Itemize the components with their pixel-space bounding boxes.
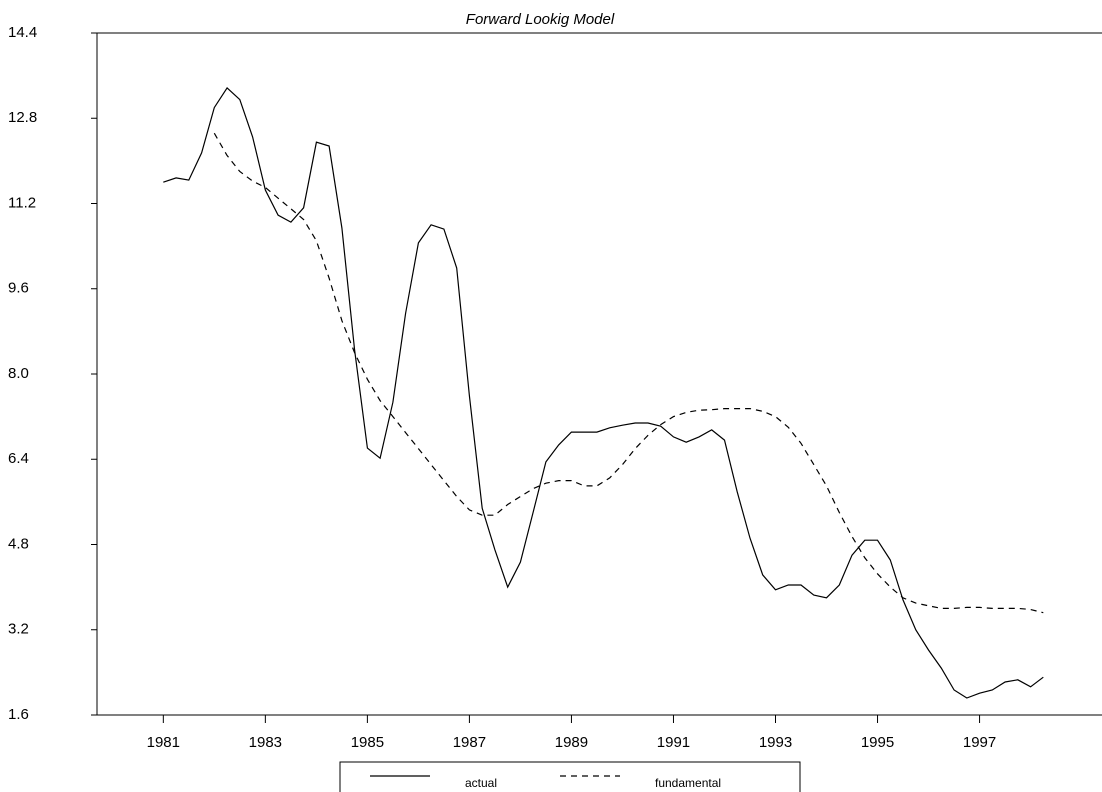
y-tick-label: 1.6 xyxy=(8,706,29,723)
chart-title: Forward Lookig Model xyxy=(466,11,615,28)
legend-box xyxy=(339,761,801,792)
x-tick-label: 1985 xyxy=(351,734,384,751)
y-tick-label: 12.8 xyxy=(8,109,37,126)
x-tick-label: 1997 xyxy=(963,734,996,751)
y-tick-label: 8.0 xyxy=(8,365,29,382)
x-tick-label: 1991 xyxy=(657,734,690,751)
legend-label: actual xyxy=(465,776,497,790)
y-tick-label: 6.4 xyxy=(8,450,29,467)
y-tick-label: 9.6 xyxy=(8,280,29,297)
x-tick-label: 1989 xyxy=(555,734,588,751)
y-tick-label: 14.4 xyxy=(8,24,37,41)
y-tick-label: 11.2 xyxy=(8,194,36,211)
x-tick-label: 1995 xyxy=(861,734,894,751)
series-line xyxy=(163,86,1044,699)
legend-label: fundamental xyxy=(655,776,721,790)
x-tick-label: 1987 xyxy=(453,734,486,751)
y-tick-label: 3.2 xyxy=(8,621,29,638)
x-tick-label: 1993 xyxy=(759,734,792,751)
x-tick-label: 1981 xyxy=(147,734,180,751)
series-line xyxy=(213,132,1044,614)
y-tick-label: 4.8 xyxy=(8,535,29,552)
x-tick-label: 1983 xyxy=(249,734,282,751)
